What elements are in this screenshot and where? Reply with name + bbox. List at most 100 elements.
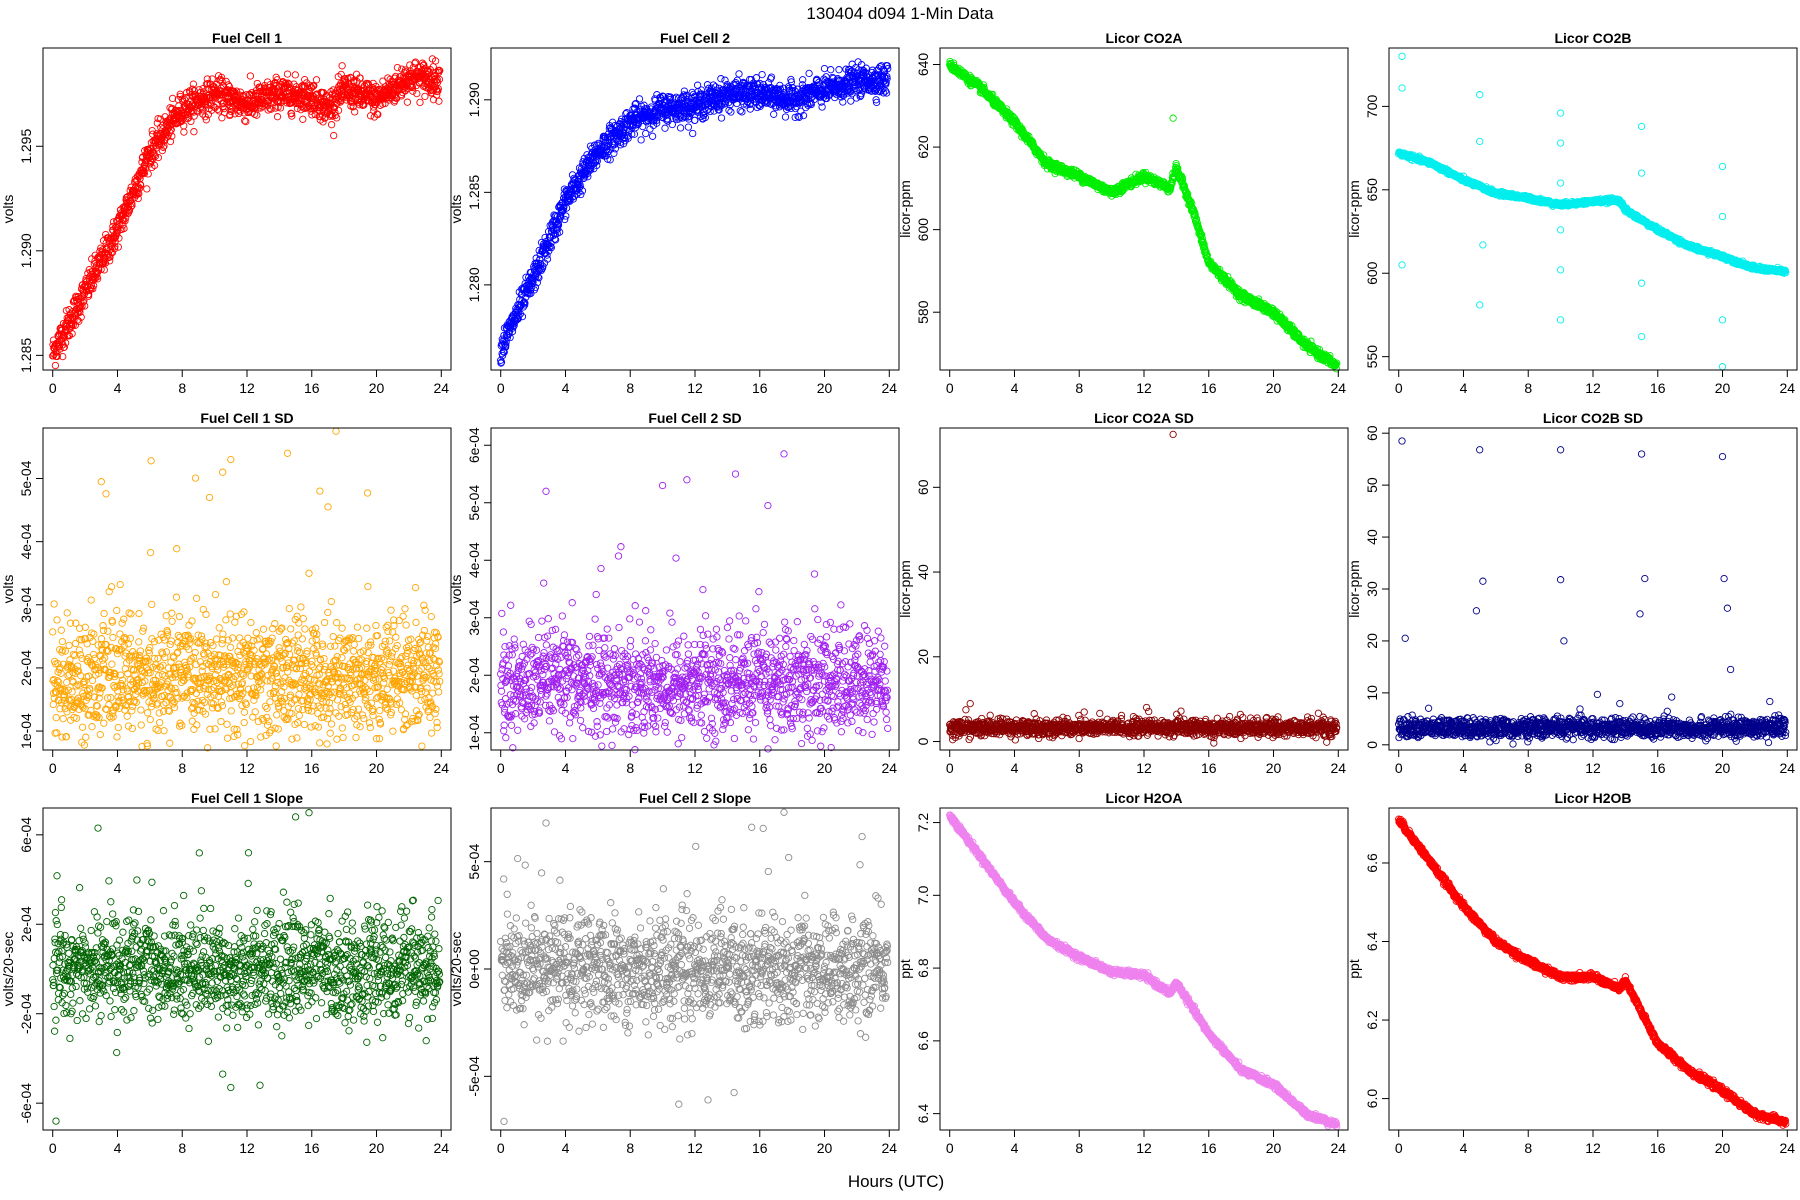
x-tick-label: 0	[946, 380, 954, 396]
data-point	[121, 217, 129, 225]
panel-title: Fuel Cell 2	[660, 30, 730, 46]
panel-title: Licor CO2A	[1105, 30, 1182, 46]
data-point	[140, 169, 149, 178]
data-point	[119, 221, 127, 229]
data-point	[89, 285, 97, 293]
data-point	[189, 80, 198, 88]
data-point	[717, 75, 725, 83]
data-point	[51, 361, 60, 370]
data-point	[168, 94, 177, 103]
x-tick-label: 0	[497, 380, 505, 396]
data-point	[166, 137, 175, 146]
x-tick-label: 4	[562, 380, 570, 396]
y-axis-label: licor-ppm	[897, 180, 913, 238]
data-point	[247, 104, 256, 112]
data-point	[217, 73, 226, 82]
data-point	[154, 153, 163, 162]
data-point	[327, 121, 336, 129]
data-point	[416, 98, 424, 107]
data-point	[114, 243, 122, 251]
data-point	[299, 115, 307, 123]
data-point	[661, 124, 669, 132]
data-point	[202, 80, 211, 88]
data-point	[189, 108, 198, 116]
data-point	[68, 330, 76, 338]
x-axis: 0 4 8 12 16 20 24	[946, 370, 1346, 396]
data-point	[149, 130, 157, 138]
x-tick-label: 16	[752, 380, 768, 396]
y-axis-label: volts	[0, 195, 16, 224]
data-point	[218, 77, 226, 86]
data-points	[49, 55, 444, 370]
data-point	[781, 113, 790, 121]
data-point	[199, 84, 207, 93]
data-point	[120, 224, 128, 233]
data-point	[111, 243, 119, 251]
data-point	[703, 81, 712, 89]
data-point	[219, 100, 227, 108]
data-point	[676, 124, 685, 132]
data-point	[227, 107, 235, 116]
data-point	[169, 119, 177, 128]
data-point	[283, 70, 292, 78]
data-point	[827, 66, 835, 74]
data-point	[106, 257, 114, 265]
data-point	[338, 62, 346, 70]
data-point	[79, 298, 87, 306]
data-point	[646, 125, 654, 133]
data-point	[135, 184, 144, 192]
data-point	[241, 117, 249, 125]
data-point	[820, 64, 829, 73]
data-point	[203, 79, 212, 88]
data-point	[257, 104, 265, 112]
data-point	[89, 281, 98, 290]
data-point	[263, 78, 272, 86]
data-points	[497, 58, 892, 367]
data-point	[187, 117, 195, 126]
x-tick-label: 24	[433, 380, 449, 396]
panel-title: Fuel Cell 1	[212, 30, 282, 46]
x-tick-label: 4	[1011, 380, 1019, 396]
data-point	[53, 352, 61, 361]
data-point	[246, 72, 255, 80]
x-tick-label: 8	[178, 380, 186, 396]
data-point	[113, 226, 122, 235]
data-point	[69, 321, 77, 329]
x-axis: 0 4 8 12 16 20 24	[497, 370, 897, 396]
panel-title: Licor CO2B	[1554, 30, 1631, 46]
data-point	[224, 81, 232, 89]
data-point	[115, 234, 123, 242]
data-point	[100, 257, 108, 265]
data-point	[242, 117, 250, 126]
data-point	[267, 105, 275, 113]
x-tick-label: 4	[114, 380, 122, 396]
data-point	[190, 128, 198, 136]
data-point	[770, 110, 778, 118]
data-point	[175, 102, 183, 110]
x-tick-label: 0	[49, 380, 57, 396]
data-point	[49, 352, 57, 360]
data-point	[135, 189, 143, 198]
data-point	[330, 131, 338, 140]
y-axis-label: licor-ppm	[1346, 180, 1362, 238]
data-point	[87, 281, 96, 290]
data-point	[159, 143, 167, 151]
data-point	[273, 113, 282, 121]
data-point	[691, 116, 699, 124]
data-point	[180, 128, 188, 136]
data-point	[263, 98, 271, 106]
data-point	[150, 161, 159, 170]
data-point	[421, 92, 429, 101]
x-tick-label: 20	[1266, 380, 1282, 396]
data-point	[805, 69, 813, 78]
data-point	[735, 70, 743, 78]
data-point	[222, 77, 230, 86]
data-point	[77, 313, 85, 321]
